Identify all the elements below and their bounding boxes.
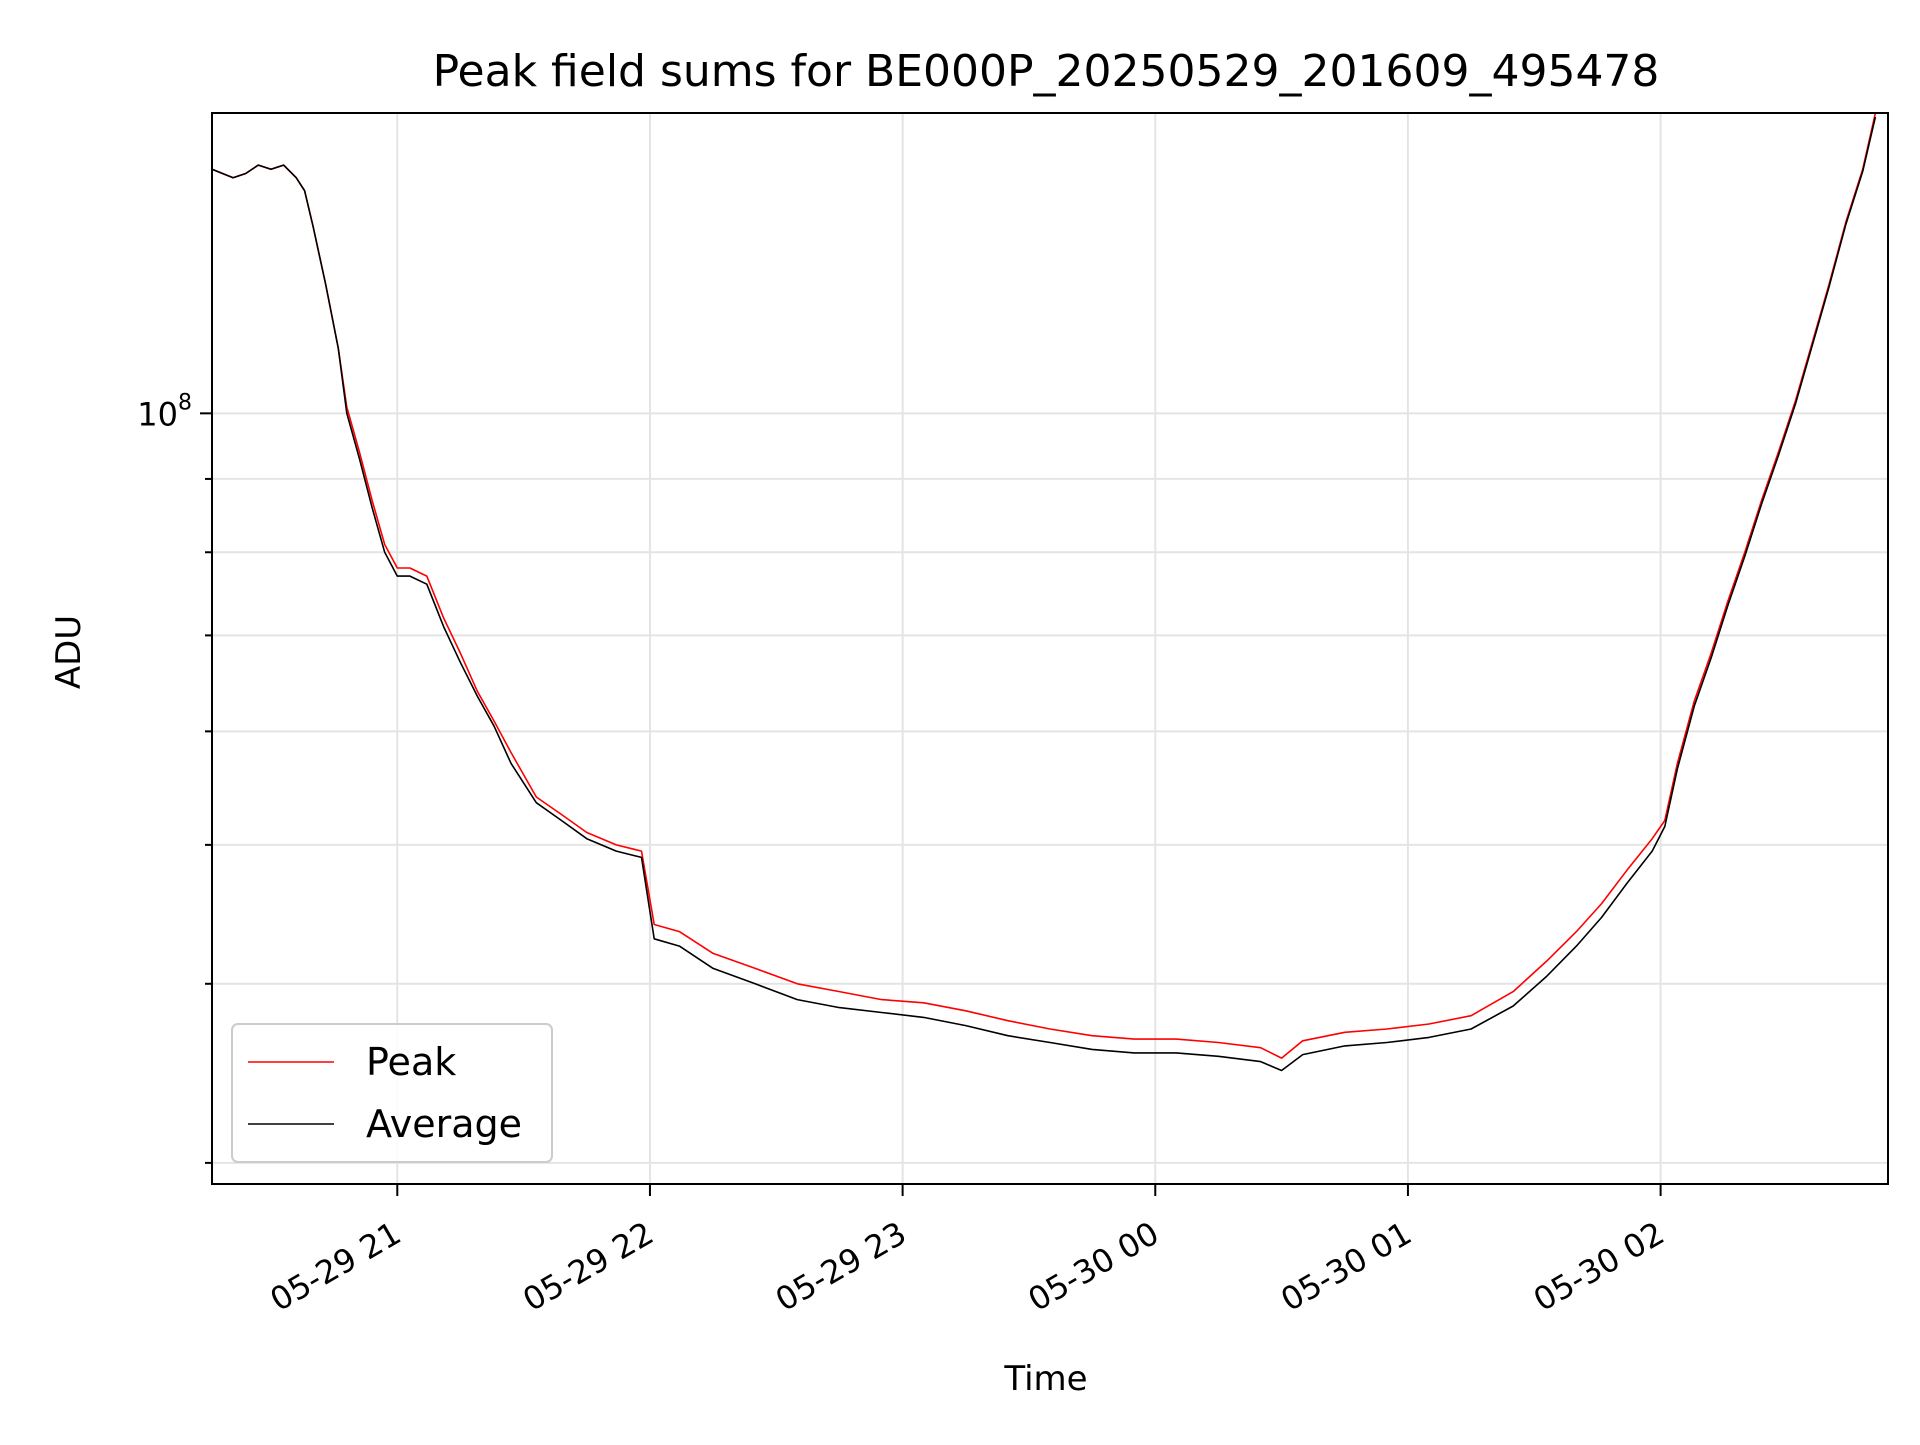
- x-axis-label: Time: [1003, 1359, 1087, 1399]
- x-tick-label: 05-29 23: [769, 1214, 913, 1319]
- legend-label-average: Average: [366, 1102, 522, 1146]
- x-tick-label: 05-29 22: [516, 1214, 660, 1319]
- y-tick-label: 108: [137, 390, 192, 433]
- x-tick-label: 05-30 01: [1274, 1214, 1418, 1319]
- x-axis-ticks: 05-29 21 05-29 22 05-29 23 05-30 00 05-30 01…: [264, 1184, 1671, 1319]
- legend: Peak Average: [231, 1023, 553, 1163]
- y-axis-label: ADU: [49, 615, 89, 689]
- series-line-peak: [212, 113, 1877, 1059]
- plot-area-frame: [211, 112, 1889, 1185]
- x-tick-label: 05-30 00: [1022, 1214, 1166, 1319]
- series-line-average: [212, 116, 1877, 1072]
- series-lines: [212, 113, 1877, 1072]
- x-tick-label: 05-29 21: [264, 1214, 408, 1319]
- legend-box: [231, 1023, 553, 1163]
- x-tick-label: 05-30 02: [1527, 1214, 1671, 1319]
- y-axis-ticks: 108: [137, 390, 212, 1164]
- grid: [212, 113, 1888, 1184]
- chart-title: Peak field sums for BE000P_20250529_2016…: [433, 46, 1660, 97]
- legend-label-peak: Peak: [366, 1040, 456, 1084]
